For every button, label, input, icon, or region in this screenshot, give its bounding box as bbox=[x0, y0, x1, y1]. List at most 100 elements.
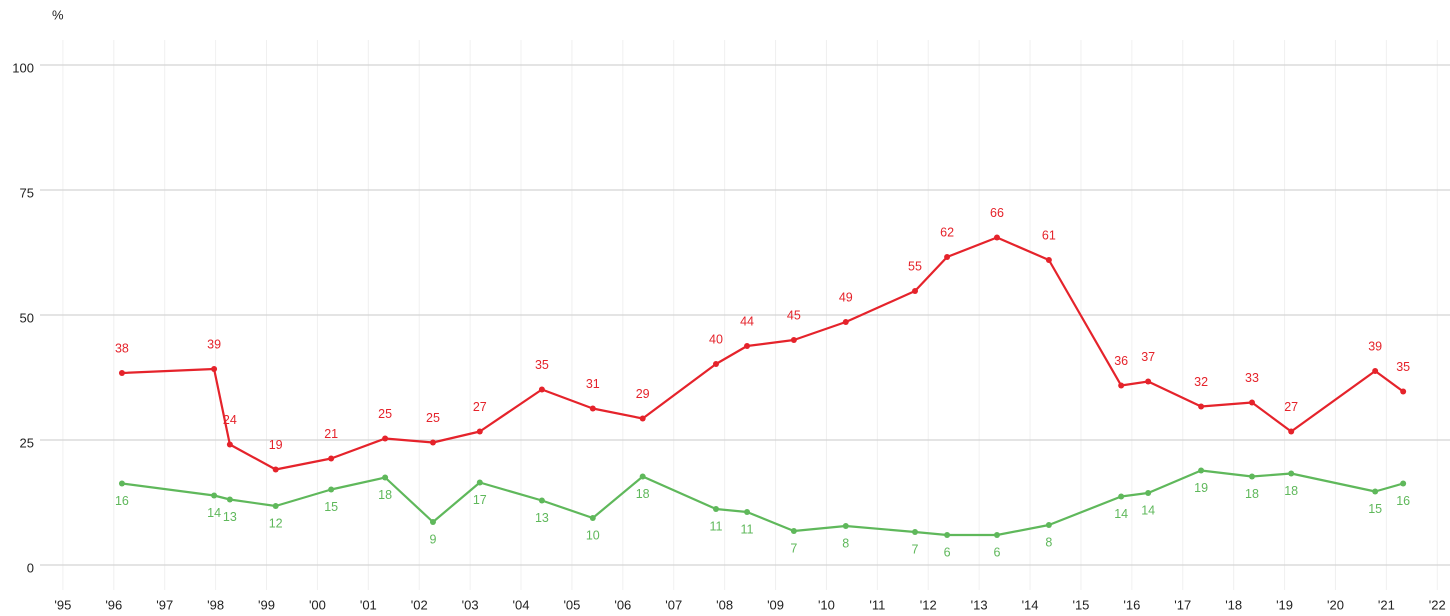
x-tick-label: '10 bbox=[818, 597, 835, 612]
value-label: 10 bbox=[586, 528, 600, 542]
y-tick-label: 100 bbox=[12, 60, 34, 75]
data-point bbox=[1248, 473, 1255, 480]
value-label: 32 bbox=[1194, 375, 1208, 389]
value-label: 38 bbox=[115, 341, 129, 355]
value-label: 8 bbox=[842, 536, 849, 550]
value-label: 17 bbox=[473, 493, 487, 507]
x-tick-label: '06 bbox=[614, 597, 631, 612]
value-label: 35 bbox=[1396, 360, 1410, 374]
value-label: 19 bbox=[269, 438, 283, 452]
data-point bbox=[1145, 378, 1152, 385]
data-point bbox=[382, 474, 389, 481]
data-point bbox=[993, 532, 1000, 538]
x-tick-label: '01 bbox=[360, 597, 377, 612]
x-tick-label: '18 bbox=[1225, 597, 1242, 612]
data-point bbox=[1288, 470, 1295, 477]
data-point bbox=[744, 509, 751, 515]
value-label: 21 bbox=[324, 427, 338, 441]
value-label: 25 bbox=[378, 407, 392, 421]
data-point bbox=[1288, 428, 1295, 435]
value-label: 66 bbox=[990, 206, 1004, 220]
value-label: 14 bbox=[1114, 507, 1128, 521]
y-tick-label: 50 bbox=[20, 310, 34, 325]
value-label: 39 bbox=[1368, 339, 1382, 353]
data-point bbox=[912, 529, 919, 535]
value-label: 16 bbox=[115, 494, 129, 508]
value-label: 40 bbox=[709, 332, 723, 346]
data-point bbox=[1372, 368, 1379, 374]
x-tick-label: '02 bbox=[411, 597, 428, 612]
data-point bbox=[589, 405, 596, 412]
data-point bbox=[226, 496, 233, 503]
x-tick-label: '97 bbox=[156, 597, 173, 612]
data-point bbox=[790, 528, 797, 534]
value-label: 6 bbox=[993, 545, 1000, 559]
value-label: 11 bbox=[741, 522, 754, 536]
value-label: 19 bbox=[1194, 481, 1208, 495]
data-point bbox=[1372, 488, 1379, 495]
value-label: 15 bbox=[324, 500, 338, 514]
data-point bbox=[1400, 388, 1407, 395]
data-point bbox=[744, 343, 751, 349]
value-label: 29 bbox=[636, 387, 650, 401]
x-tick-label: '19 bbox=[1276, 597, 1293, 612]
x-tick-label: '04 bbox=[513, 597, 530, 612]
value-label: 35 bbox=[535, 358, 549, 372]
x-tick-label: '22 bbox=[1429, 597, 1446, 612]
data-point bbox=[1248, 399, 1255, 406]
value-label: 33 bbox=[1245, 371, 1259, 385]
value-label: 18 bbox=[378, 488, 392, 502]
series-line bbox=[121, 236, 1404, 471]
x-tick-label: '15 bbox=[1072, 597, 1089, 612]
y-tick-label: 75 bbox=[20, 185, 34, 200]
x-tick-label: '17 bbox=[1174, 597, 1191, 612]
data-point bbox=[1118, 493, 1125, 500]
x-tick-label: '20 bbox=[1327, 597, 1344, 612]
data-point bbox=[944, 254, 951, 260]
data-point bbox=[842, 319, 849, 325]
data-point bbox=[382, 435, 389, 442]
value-label: 15 bbox=[1368, 502, 1382, 516]
value-label: 45 bbox=[787, 308, 801, 322]
data-point bbox=[476, 479, 483, 486]
value-label: 6 bbox=[944, 545, 951, 559]
value-label: 25 bbox=[426, 411, 440, 425]
data-point bbox=[639, 415, 646, 422]
data-point bbox=[211, 492, 218, 499]
x-tick-label: '98 bbox=[207, 597, 224, 612]
value-label: 8 bbox=[1045, 535, 1052, 549]
x-tick-label: '03 bbox=[462, 597, 479, 612]
x-tick-label: '12 bbox=[920, 597, 937, 612]
value-label: 18 bbox=[1245, 487, 1259, 501]
value-label: 18 bbox=[1284, 484, 1298, 498]
data-point bbox=[1198, 467, 1205, 474]
data-point bbox=[1045, 257, 1052, 263]
data-point bbox=[790, 337, 797, 343]
y-tick-label: 0 bbox=[27, 560, 34, 575]
data-point bbox=[1145, 490, 1152, 496]
value-label: 37 bbox=[1141, 350, 1155, 364]
x-tick-label: '21 bbox=[1378, 597, 1395, 612]
value-label: 36 bbox=[1114, 354, 1128, 368]
value-label: 27 bbox=[1284, 400, 1298, 414]
value-label: 39 bbox=[207, 337, 221, 351]
data-point bbox=[272, 466, 279, 473]
value-label: 13 bbox=[223, 510, 237, 524]
y-tick-label: 25 bbox=[20, 435, 34, 450]
data-point bbox=[639, 473, 646, 480]
data-point bbox=[226, 441, 233, 448]
data-point bbox=[712, 361, 719, 367]
value-label: 7 bbox=[912, 542, 919, 556]
value-label: 44 bbox=[740, 314, 754, 328]
value-label: 16 bbox=[1396, 494, 1410, 508]
data-point bbox=[429, 439, 436, 446]
data-point bbox=[912, 288, 919, 294]
data-point bbox=[118, 480, 125, 487]
x-tick-label: '95 bbox=[54, 597, 71, 612]
data-point bbox=[328, 455, 335, 462]
value-label: 55 bbox=[908, 259, 922, 273]
data-point bbox=[272, 503, 279, 509]
data-point bbox=[944, 532, 951, 538]
value-label: 24 bbox=[223, 413, 237, 427]
